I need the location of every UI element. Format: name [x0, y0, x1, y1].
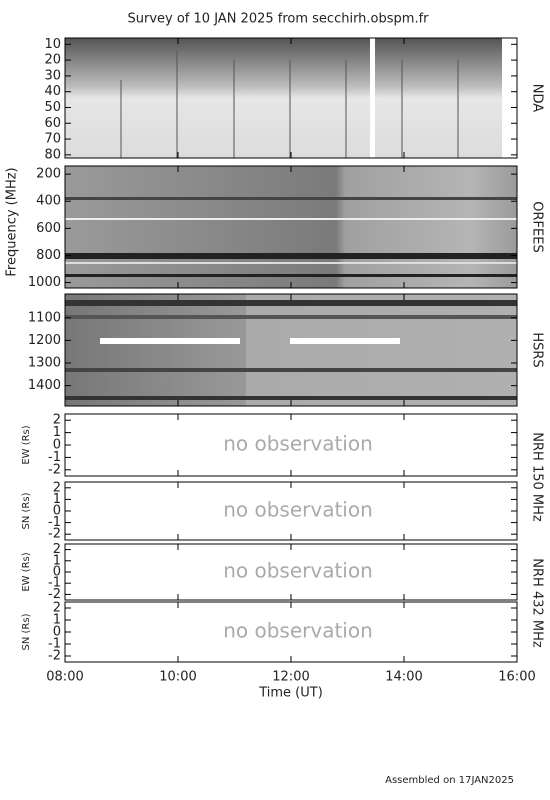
y-tick-label: 1100 [28, 310, 61, 325]
y-tick-label: 2 [53, 413, 61, 428]
y-tick-label: 20 [44, 53, 61, 68]
y-tick-label: -1 [48, 450, 61, 465]
instrument-label: NRH 432 MHz [530, 558, 545, 648]
no-observation: no observation [223, 619, 373, 643]
x-axis-label: Time (UT) [258, 686, 323, 701]
title: Survey of 10 JAN 2025 from secchirh.obsp… [128, 12, 430, 27]
no-observation: no observation [223, 432, 373, 456]
no-observation: no observation [223, 559, 373, 583]
y-tick-label: 1400 [28, 378, 61, 393]
y-tick-label: -1 [48, 637, 61, 652]
y-tick-label: 1300 [28, 356, 61, 371]
y-tick-label: 0 [53, 565, 61, 580]
y-tick-label: 0 [53, 504, 61, 519]
x-tick-label: 08:00 [46, 670, 83, 685]
y-tick-label: 200 [36, 167, 61, 182]
instrument-label: NDA [530, 84, 545, 113]
x-tick-label: 16:00 [498, 670, 535, 685]
y-tick-label: 70 [44, 132, 61, 147]
y-tick-label: 2 [53, 601, 61, 616]
y-tick-label: 2 [53, 480, 61, 495]
y-tick-label: 40 [44, 84, 61, 99]
y-tick-label: 1 [53, 492, 61, 507]
y-tick-label: 30 [44, 68, 61, 83]
y-tick-label: -2 [48, 649, 61, 664]
y-tick-label: -1 [48, 515, 61, 530]
y-tick-label: 50 [44, 100, 61, 115]
y-tick-label: 1200 [28, 333, 61, 348]
y-tick-label: 1000 [28, 275, 61, 290]
no-observation: no observation [223, 498, 373, 522]
panel-axis-label: SN (Rs) [21, 613, 32, 650]
y-tick-label: -2 [48, 587, 61, 602]
y-tick-label: -1 [48, 576, 61, 591]
y-axis-label: Frequency (MHz) [5, 167, 20, 276]
y-tick-label: 400 [36, 194, 61, 209]
footer: Assembled on 17JAN2025 [385, 775, 514, 786]
y-tick-label: 10 [44, 37, 61, 52]
spectrogram-images [65, 38, 517, 406]
y-tick-label: 1 [53, 553, 61, 568]
x-tick-label: 10:00 [159, 670, 196, 685]
y-tick-label: 0 [53, 625, 61, 640]
instrument-label: NRH 150 MHz [530, 432, 545, 522]
y-tick-label: 600 [36, 221, 61, 236]
y-tick-label: 60 [44, 116, 61, 131]
instrument-label: ORFEES [530, 201, 545, 252]
panel-axis-label: EW (Rs) [21, 552, 32, 591]
y-tick-label: -2 [48, 527, 61, 542]
y-tick-label: 800 [36, 248, 61, 263]
y-tick-label: 80 [44, 147, 61, 162]
y-tick-label: 1 [53, 425, 61, 440]
x-tick-label: 14:00 [385, 670, 422, 685]
y-tick-label: -2 [48, 462, 61, 477]
y-tick-label: 1 [53, 613, 61, 628]
panel-axis-label: EW (Rs) [21, 425, 32, 464]
instrument-label: HSRS [530, 332, 545, 367]
y-tick-label: 2 [53, 542, 61, 557]
x-tick-label: 12:00 [272, 670, 309, 685]
y-tick-label: 0 [53, 438, 61, 453]
panel-axis-label: SN (Rs) [21, 492, 32, 529]
